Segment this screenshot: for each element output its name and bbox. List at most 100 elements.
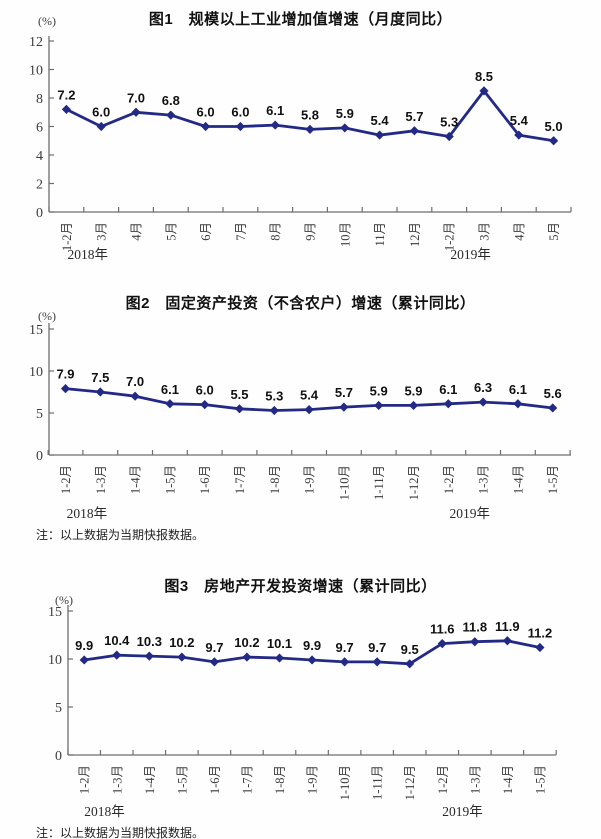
data-point-marker <box>305 124 315 134</box>
data-point-label: 7.0 <box>127 90 145 105</box>
data-point-marker <box>144 651 154 661</box>
y-tick-label: 0 <box>36 206 43 221</box>
x-tick-label: 5月 <box>164 222 178 241</box>
data-point-marker <box>443 399 453 409</box>
data-point-marker <box>339 402 349 412</box>
x-tick-label: 1-6月 <box>208 765 222 794</box>
data-point-label: 11.6 <box>430 622 455 637</box>
y-tick-label: 4 <box>36 149 43 164</box>
figure-2-note: 注：以上数据为当期快报数据。 <box>36 528 205 542</box>
data-point-label: 10.3 <box>137 634 162 649</box>
data-point-label: 10.2 <box>234 635 259 650</box>
figure-3: 图3 房地产开发投资增速（累计同比） (%) 0 5 10 15 1-2月 1-3月 1-4月… <box>0 545 601 839</box>
year-label: 2019年 <box>442 804 483 819</box>
x-tick-label: 1-5月 <box>533 765 547 794</box>
data-point-label: 5.0 <box>545 119 563 134</box>
data-point-label: 6.3 <box>474 380 492 395</box>
data-point-marker <box>409 126 419 136</box>
data-point-label: 9.7 <box>368 640 386 655</box>
x-tick-label: 1-7月 <box>240 765 254 794</box>
x-tick-label: 1-2月 <box>436 765 450 794</box>
data-point-label: 6.1 <box>439 382 457 397</box>
data-point-label: 11.8 <box>463 620 488 635</box>
data-point-marker <box>340 657 350 667</box>
x-tick-label: 1-12月 <box>407 465 421 500</box>
data-point-marker <box>307 655 317 665</box>
x-tick-label: 1-9月 <box>306 765 320 794</box>
data-point-marker <box>408 400 419 411</box>
data-point-label: 5.8 <box>301 107 319 122</box>
x-tick-label: 11月 <box>373 222 387 247</box>
data-point-marker <box>201 121 211 132</box>
data-point-marker <box>60 384 71 394</box>
year-label: 2018年 <box>84 804 125 819</box>
x-tick-label: 1-4月 <box>501 765 515 794</box>
x-tick-label: 1-12月 <box>403 765 417 800</box>
y-tick-label: 10 <box>29 64 43 79</box>
data-point-marker <box>177 652 187 662</box>
data-point-marker <box>209 657 219 667</box>
x-tick-label: 1-4月 <box>129 465 143 494</box>
data-point-marker <box>444 131 454 142</box>
y-tick-label: 5 <box>36 407 43 422</box>
data-point-marker <box>242 652 252 662</box>
figure-3-title: 图3 房地产开发投资增速（累计同比） <box>164 578 437 595</box>
data-point-label: 11.2 <box>528 625 553 640</box>
x-tick-label: 1-2月 <box>59 465 73 494</box>
data-point-label: 5.7 <box>335 385 353 400</box>
figure-2-plot: (%) 0 5 10 15 1-2月 1-3月 1-4月 1-5月 1-6月 1-7月 1-8月 1-9… <box>29 309 571 521</box>
x-tick-label: 10月 <box>338 222 352 247</box>
data-point-label: 10.2 <box>169 635 194 650</box>
x-tick-label: 1-5月 <box>175 765 189 794</box>
data-point-marker <box>437 639 447 649</box>
y-tick-label: 10 <box>29 365 43 380</box>
x-tick-label: 1-2月 <box>78 765 92 794</box>
y-tick-label: 10 <box>48 653 62 668</box>
data-point-label: 6.8 <box>162 93 180 108</box>
x-tick-label: 7月 <box>234 222 248 241</box>
y-tick-label: 12 <box>29 35 43 50</box>
data-point-label: 9.9 <box>303 638 321 653</box>
x-tick-label: 8月 <box>269 222 283 241</box>
figure-3-plot: (%) 0 5 10 15 1-2月 1-3月 1-4月 1-5月 1-6月 1-7月 1-8月 1-9… <box>48 593 557 819</box>
figure-2-title: 图2 固定资产投资（不含农户）增速（累计同比） <box>125 295 476 312</box>
data-point-marker <box>130 391 140 401</box>
year-label: 2019年 <box>449 506 490 521</box>
data-point-marker <box>535 642 545 653</box>
data-point-label: 5.6 <box>544 386 562 401</box>
data-point-label: 10.4 <box>104 633 130 648</box>
data-point-marker <box>234 404 245 414</box>
x-tick-label: 4月 <box>512 222 526 241</box>
data-point-label: 9.7 <box>205 640 223 655</box>
x-tick-label: 1-2月 <box>443 222 457 251</box>
data-point-label: 7.0 <box>126 374 144 389</box>
year-label: 2018年 <box>68 247 109 262</box>
x-tick-label: 1-10月 <box>338 765 352 800</box>
year-label: 2019年 <box>450 247 491 262</box>
x-tick-label: 1-4月 <box>143 765 157 794</box>
y-unit-label: (%) <box>38 14 56 28</box>
data-point-marker <box>131 107 141 117</box>
x-tick-label: 1-7月 <box>233 465 247 494</box>
data-point-label: 9.9 <box>75 638 93 653</box>
data-point-label: 5.9 <box>336 106 354 121</box>
y-tick-label: 0 <box>36 449 43 464</box>
data-point-label: 7.9 <box>56 367 74 382</box>
data-point-label: 9.7 <box>336 640 354 655</box>
data-point-label: 5.4 <box>371 113 390 128</box>
x-tick-label: 1-3月 <box>477 465 491 494</box>
data-point-marker <box>96 121 106 132</box>
data-point-marker <box>514 130 524 140</box>
data-point-label: 10.1 <box>267 636 292 651</box>
data-point-label: 5.3 <box>440 114 458 129</box>
data-point-marker <box>340 123 350 133</box>
data-point-marker <box>165 399 175 409</box>
x-tick-label: 12月 <box>408 222 422 247</box>
data-point-marker <box>374 400 384 411</box>
data-point-label: 6.1 <box>161 382 179 397</box>
x-tick-label: 1-9月 <box>303 465 317 494</box>
figure-1: 图1 规模以上工业增加值增速（月度同比） (%) 0 2 4 6 8 10 12 1-2月 3月 4… <box>0 0 601 290</box>
data-point-marker <box>375 130 385 140</box>
data-point-marker <box>502 636 512 646</box>
